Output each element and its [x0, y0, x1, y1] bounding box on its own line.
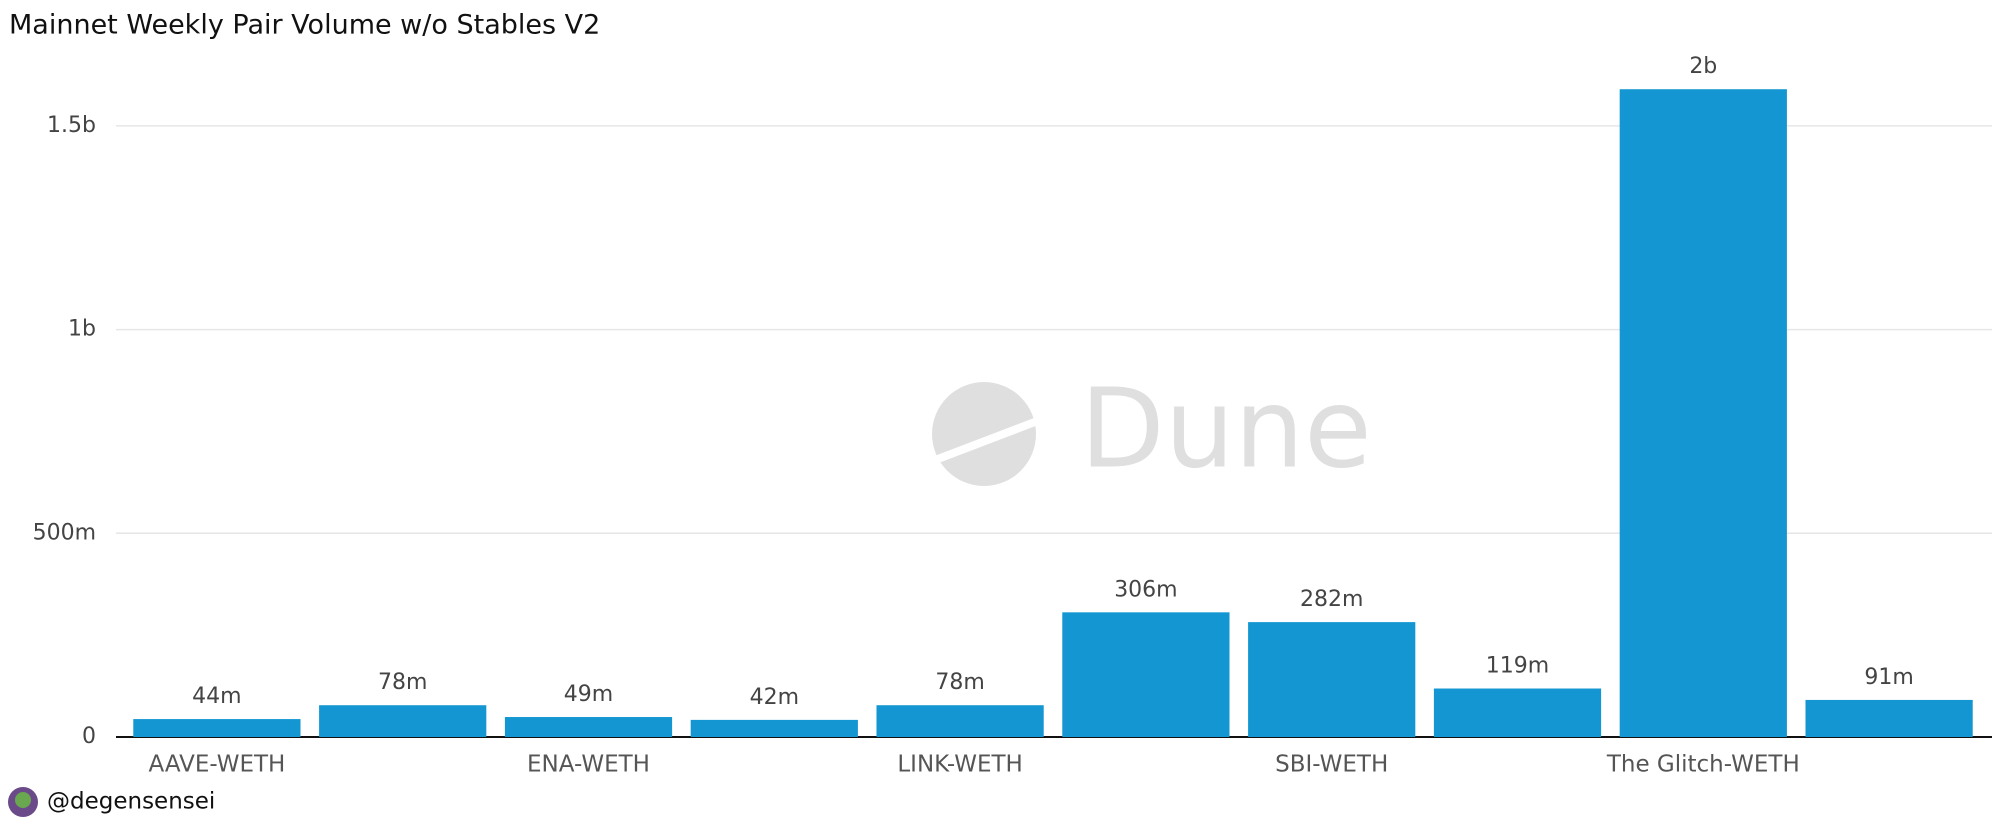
y-tick-label: 1.5b: [47, 113, 96, 138]
bar: [690, 719, 858, 737]
bar: [876, 705, 1044, 737]
watermark: Dune: [1080, 364, 1372, 492]
bar: [1248, 622, 1416, 737]
bar: [1619, 89, 1787, 737]
watermark-logo: [932, 382, 1036, 486]
value-label: 2b: [1689, 54, 1717, 79]
value-label: 49m: [564, 682, 613, 707]
watermark-logo-stroke: [928, 416, 1042, 466]
x-tick-label: AAVE-WETH: [148, 752, 285, 778]
author: @degensensei: [47, 789, 215, 815]
bar: [504, 717, 673, 737]
value-label: 91m: [1864, 665, 1913, 690]
bar: [1433, 688, 1602, 737]
x-tick-label: SBI-WETH: [1275, 752, 1388, 778]
bar: [319, 705, 487, 737]
x-tick-label: The Glitch-WETH: [1606, 752, 1800, 778]
value-label: 119m: [1486, 654, 1549, 679]
x-tick-label: LINK-WETH: [897, 752, 1022, 778]
x-tick-label: ENA-WETH: [527, 752, 650, 778]
bar: [1805, 699, 1973, 737]
value-label: 42m: [750, 685, 799, 710]
watermark-group: Dune: [928, 364, 1372, 492]
author-avatar-face: [15, 792, 31, 808]
chart-title: Mainnet Weekly Pair Volume w/o Stables V…: [9, 10, 600, 41]
value-label: 78m: [935, 670, 984, 695]
y-tick-label: 500m: [33, 520, 96, 545]
value-label: 78m: [378, 670, 427, 695]
value-label: 282m: [1300, 587, 1363, 612]
value-label: 306m: [1114, 577, 1177, 602]
bar: [1062, 612, 1230, 737]
y-tick-label: 0: [82, 724, 96, 749]
y-tick-label: 1b: [68, 317, 96, 342]
bar: [133, 719, 301, 737]
value-label: 44m: [192, 684, 241, 709]
